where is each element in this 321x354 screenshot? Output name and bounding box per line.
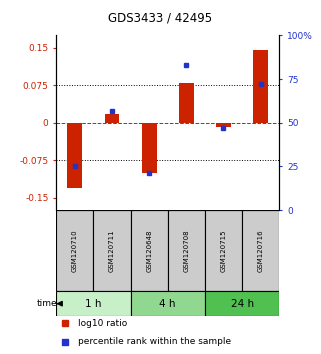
Bar bbox=[253, 50, 268, 123]
Bar bbox=[168, 210, 205, 291]
Bar bbox=[242, 210, 279, 291]
Bar bbox=[216, 123, 231, 127]
Bar bbox=[67, 123, 82, 188]
Text: GSM120715: GSM120715 bbox=[221, 229, 227, 272]
Text: 1 h: 1 h bbox=[85, 299, 102, 309]
Bar bbox=[131, 210, 168, 291]
Text: log10 ratio: log10 ratio bbox=[78, 319, 128, 327]
Bar bbox=[56, 210, 93, 291]
Text: GSM120716: GSM120716 bbox=[258, 229, 264, 272]
Bar bbox=[93, 210, 131, 291]
Text: 4 h: 4 h bbox=[160, 299, 176, 309]
Bar bbox=[205, 291, 279, 316]
Text: GSM120711: GSM120711 bbox=[109, 229, 115, 272]
Text: GDS3433 / 42495: GDS3433 / 42495 bbox=[108, 12, 213, 25]
Bar bbox=[142, 123, 157, 173]
Text: GSM120710: GSM120710 bbox=[72, 229, 78, 272]
Text: GSM120708: GSM120708 bbox=[183, 229, 189, 272]
Bar bbox=[105, 114, 119, 123]
Text: percentile rank within the sample: percentile rank within the sample bbox=[78, 337, 232, 346]
Text: 24 h: 24 h bbox=[230, 299, 254, 309]
Bar bbox=[131, 291, 205, 316]
Bar bbox=[179, 83, 194, 123]
Text: time: time bbox=[36, 299, 57, 308]
Bar bbox=[56, 291, 131, 316]
Text: GSM120648: GSM120648 bbox=[146, 229, 152, 272]
Bar bbox=[205, 210, 242, 291]
